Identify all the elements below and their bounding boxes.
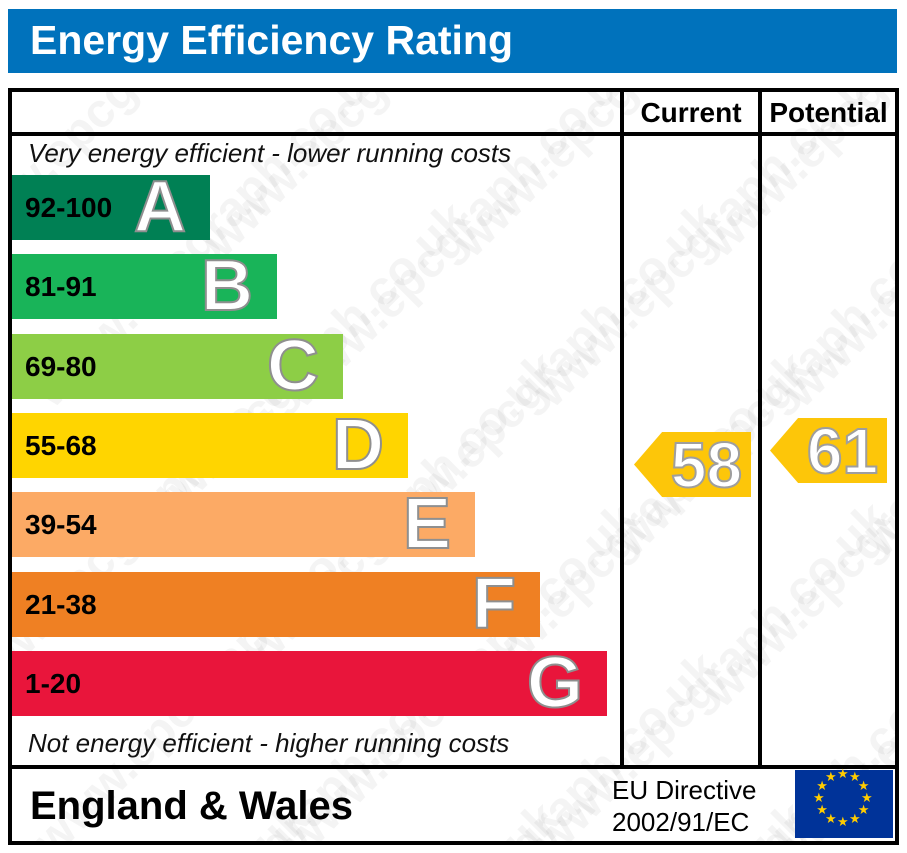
band-range-label: 55-68: [25, 430, 97, 461]
watermark-text: www.epcgraph.co.uk: [603, 191, 899, 568]
watermark-text: www.epcgraph.co.uk: [193, 92, 570, 268]
page-title: Energy Efficiency Rating: [30, 17, 514, 63]
epc-band-e: 39-54 E: [12, 484, 475, 564]
band-range-label: 1-20: [25, 668, 82, 699]
band-range-label: 39-54: [25, 509, 97, 540]
footer-row: England & Wales EU Directive 2002/91/EC …: [12, 767, 895, 841]
band-letter: A: [133, 167, 187, 247]
band-letter: F: [471, 564, 517, 644]
eu-flag: ★ ★ ★ ★ ★ ★ ★ ★ ★ ★ ★ ★: [795, 767, 893, 838]
band-range-label: 81-91: [25, 271, 97, 302]
potential-rating-arrow: 61: [770, 418, 887, 483]
top-note: Very energy efficient - lower running co…: [28, 138, 512, 168]
band-range-label: 92-100: [25, 192, 113, 223]
epc-band-c: 69-80 C: [12, 326, 343, 406]
current-rating-value: 58: [670, 429, 743, 501]
watermark-text: www.epcgraph.co.uk: [523, 88, 899, 418]
epc-band-d: 55-68 D: [12, 405, 408, 485]
column-divider-potential: [758, 92, 762, 769]
eu-directive-label: EU Directive 2002/91/EC: [612, 774, 756, 838]
column-divider-current: [620, 92, 624, 769]
potential-rating-value: 61: [806, 415, 879, 487]
eu-directive-line1: EU Directive: [612, 775, 757, 805]
epc-band-f: 21-38 F: [12, 564, 540, 644]
band-letter: G: [526, 643, 584, 723]
epc-band-b: 81-91 B: [12, 246, 277, 326]
column-header-current: Current: [640, 97, 742, 128]
band-range-label: 21-38: [25, 589, 97, 620]
current-rating-arrow: 58: [634, 432, 751, 497]
eu-directive-line2: 2002/91/EC: [612, 807, 750, 837]
band-letter: B: [200, 246, 254, 326]
energy-rating-table: www.epcgraph.co.uk www.epcgraph.co.uk www.…: [8, 88, 899, 845]
watermark-text: www.epcgraph.co.uk: [773, 88, 899, 418]
region-label: England & Wales: [30, 784, 354, 828]
epc-band-g: 1-20 G: [12, 643, 607, 723]
watermark-text: www.epcgraph.co.uk: [853, 191, 899, 568]
bottom-note: Not energy efficient - higher running co…: [28, 728, 510, 758]
band-letter: E: [402, 484, 452, 564]
title-bar: Energy Efficiency Rating: [8, 9, 897, 73]
epc-band-a: 92-100 A: [12, 167, 210, 247]
header-divider: [12, 132, 895, 136]
band-letter: C: [266, 326, 320, 406]
column-header-potential: Potential: [769, 97, 888, 128]
footer-divider: [12, 765, 895, 769]
watermark-text: www.epcgraph.co.uk: [693, 341, 899, 718]
band-letter: D: [331, 405, 385, 485]
band-range-label: 69-80: [25, 351, 97, 382]
